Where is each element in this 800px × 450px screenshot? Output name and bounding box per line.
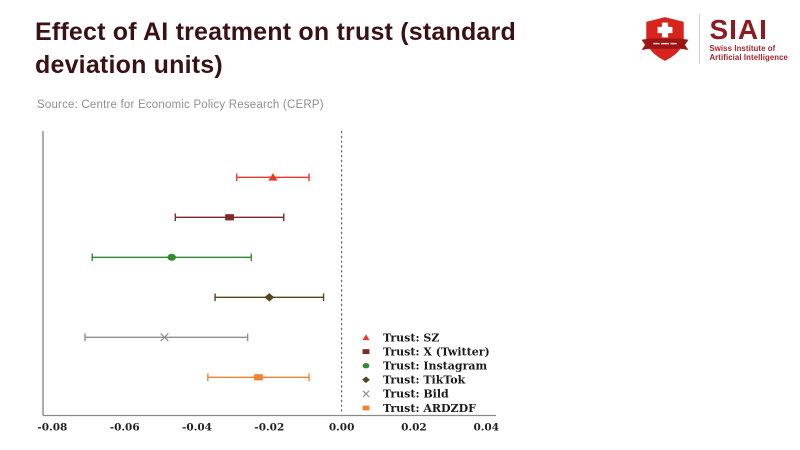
legend-item-label: Trust: ARDZDF [383,402,476,415]
x-tick-label: -0.08 [37,422,67,434]
legend-item-label: Trust: Bild [383,388,449,401]
legend-item-trust-sz: Trust: SZ [362,331,439,344]
legend-item-trust-tiktok: Trust: TikTok [362,374,466,387]
logo-acronym: SIAI [709,13,768,45]
page-title-line: Effect of AI treatment on trust (standar… [35,18,516,46]
logo-divider [698,14,701,64]
error-bar-trust-sz [236,173,310,182]
legend-item-trust-instagram: Trust: Instagram [362,360,488,373]
x-tick-label: -0.04 [182,422,212,434]
x-tick-label: -0.02 [254,422,284,434]
circle-marker [362,362,370,369]
logo-subtitle-line: Artificial Intelligence [709,53,788,62]
square-marker [225,214,234,221]
legend-item-trust-x-twitter: Trust: X (Twitter) [362,345,490,358]
x-marker [362,390,370,398]
error-bar-trust-ardzdf [207,373,310,382]
source-note: Source: Centre for Economic Policy Resea… [37,99,324,111]
legend-item-label: Trust: SZ [383,331,439,344]
logo-subtitle-line: Swiss Institute of [709,43,776,53]
diamond-marker [264,293,275,302]
x-axis-tick-labels: -0.08 -0.06 -0.04 -0.02 0.00 0.02 0.04 [37,422,499,434]
x-tick-label: 0.02 [401,422,427,434]
legend-item-label: Trust: X (Twitter) [383,345,490,358]
legend-item-trust-bild: Trust: Bild [362,388,449,401]
siai-shield-icon [641,17,689,61]
x-marker [160,332,169,342]
legend-item-label: Trust: Instagram [383,360,488,373]
square-marker [254,374,263,381]
circle-marker [167,253,177,261]
page-title: Effect of AI treatment on trust (standar… [35,16,635,82]
error-bar-trust-x-twitter [174,213,285,222]
error-bar-trust-tiktok [214,293,325,302]
triangle-marker [268,173,278,181]
x-tick-label: -0.06 [110,422,140,434]
legend-item-label: Trust: TikTok [383,374,466,387]
x-tick-label: 0.00 [329,422,355,434]
logo-text: SIAI Swiss Institute of Artificial Intel… [709,13,788,63]
legend-item-trust-ardzdf: Trust: ARDZDF [362,402,476,415]
page-title-line: deviation units) [35,51,223,79]
triangle-marker [362,334,370,341]
error-bar-trust-bild [84,332,249,342]
error-bar-trust-instagram [91,253,252,262]
diamond-marker [362,376,370,384]
siai-logo: SIAI Swiss Institute of Artificial Intel… [640,11,788,67]
square-marker [362,349,370,355]
x-tick-label: 0.04 [473,422,499,434]
square-marker [362,405,370,411]
